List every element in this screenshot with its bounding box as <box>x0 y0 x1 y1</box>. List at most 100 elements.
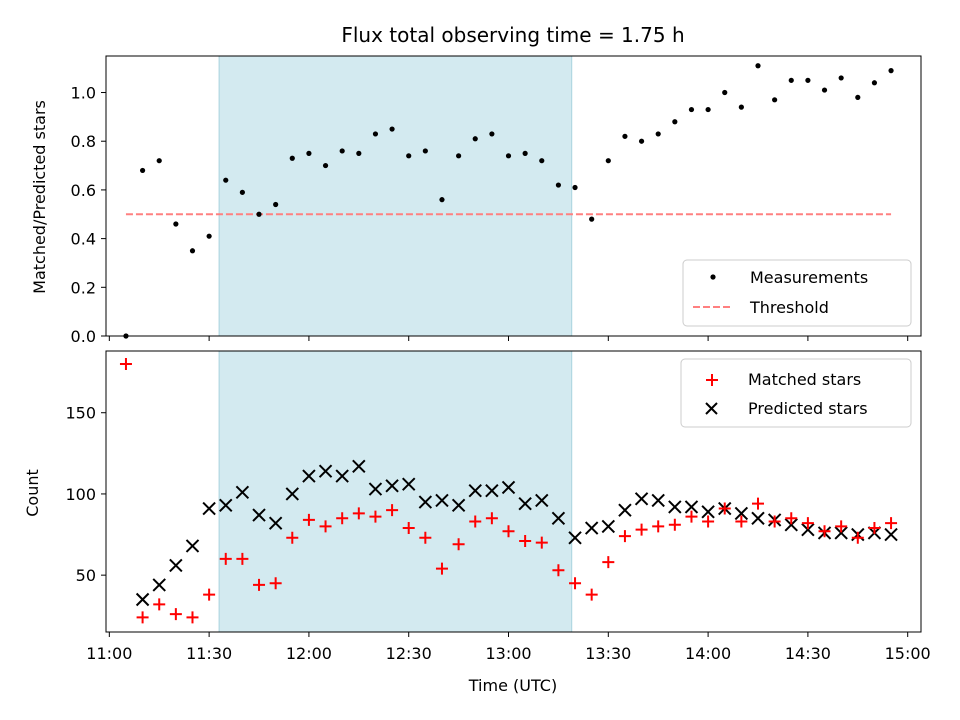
measurement-point-24 <box>522 150 528 156</box>
matched-point-8 <box>253 578 266 591</box>
matched-point-41 <box>801 517 814 530</box>
bottom-legend-box <box>680 358 912 428</box>
top-y-axis-label: Matched/Predicted stars <box>30 100 49 294</box>
bottom-y-tick-label-2: 150 <box>65 404 96 423</box>
top-shaded-interval <box>218 55 573 337</box>
measurement-point-7 <box>239 189 245 195</box>
predicted-point-27 <box>568 531 582 545</box>
predicted-point-43 <box>834 526 848 540</box>
predicted-point-37 <box>734 506 749 521</box>
bottom-marks <box>119 357 898 624</box>
predicted-point-34 <box>684 500 699 514</box>
predicted-point-7 <box>235 485 250 500</box>
top-y-tick-label-3: 0.6 <box>71 181 96 200</box>
predicted-point-16 <box>385 479 399 493</box>
predicted-point-29 <box>601 519 616 534</box>
measurement-point-41 <box>805 77 811 83</box>
measurement-point-13 <box>339 148 345 154</box>
top-y-tick-label-0: 0.0 <box>71 327 96 346</box>
measurement-point-16 <box>389 126 395 132</box>
predicted-point-32 <box>651 493 665 508</box>
measurement-point-27 <box>572 184 578 191</box>
matched-point-3 <box>169 608 182 621</box>
matched-point-26 <box>552 564 565 577</box>
bottom-y-tick-label-1: 100 <box>65 485 96 504</box>
matched-point-18 <box>419 531 432 544</box>
predicted-point-40 <box>784 518 798 532</box>
matched-point-23 <box>502 525 515 538</box>
matched-point-38 <box>752 497 764 510</box>
matched-point-46 <box>885 517 898 530</box>
measurement-point-15 <box>372 131 379 137</box>
matched-point-42 <box>818 525 831 538</box>
measurement-point-3 <box>173 221 179 227</box>
matched-point-39 <box>768 515 781 528</box>
legend-predicted-marker <box>705 402 718 415</box>
predicted-point-28 <box>584 521 599 535</box>
matched-point-40 <box>785 512 798 525</box>
measurement-point-19 <box>439 197 445 203</box>
measurement-point-31 <box>638 138 645 144</box>
measurement-point-6 <box>223 177 229 183</box>
top-y-tick-label-1: 0.2 <box>71 278 96 297</box>
top-axes-frame <box>105 55 922 337</box>
top-marks <box>123 63 894 339</box>
predicted-point-11 <box>302 469 316 483</box>
chart-title: Flux total observing time = 1.75 h <box>341 23 684 47</box>
predicted-point-17 <box>402 477 416 491</box>
matched-point-4 <box>186 611 199 624</box>
matched-point-20 <box>452 538 465 551</box>
measurement-point-36 <box>722 89 728 96</box>
x-tick-label-6: 14:00 <box>685 644 731 663</box>
x-tick-label-5: 13:30 <box>585 644 631 663</box>
measurement-point-14 <box>356 150 362 156</box>
matched-point-30 <box>618 530 631 543</box>
matched-point-24 <box>519 535 532 548</box>
top-panel: 0.0 0.2 0.4 0.6 0.8 1.0 Matched/Predicted sta… <box>30 55 922 346</box>
measurement-point-8 <box>256 211 262 217</box>
matched-point-32 <box>652 520 665 533</box>
matched-point-36 <box>718 502 731 515</box>
predicted-point-12 <box>318 464 333 478</box>
predicted-point-1 <box>135 592 150 607</box>
measurement-point-11 <box>306 150 312 156</box>
matched-point-2 <box>153 598 166 611</box>
measurement-point-43 <box>838 75 844 81</box>
bottom-x-ticks: 11:00 11:30 12:00 12:30 13:00 13:30 14:00 14:30… <box>86 632 931 663</box>
matched-point-5 <box>203 588 216 601</box>
measurement-point-42 <box>821 87 828 93</box>
x-tick-label-8: 15:00 <box>885 644 931 663</box>
predicted-point-8 <box>252 508 266 522</box>
matched-point-29 <box>602 556 615 569</box>
measurement-point-26 <box>555 182 562 188</box>
predicted-point-33 <box>668 500 682 514</box>
matched-point-27 <box>569 577 582 590</box>
matched-point-9 <box>269 577 282 590</box>
predicted-point-35 <box>701 505 715 519</box>
x-tick-label-0: 11:00 <box>86 644 132 663</box>
measurement-point-10 <box>289 155 295 161</box>
measurement-point-2 <box>156 158 162 164</box>
legend-measurements-label: Measurements <box>750 268 868 287</box>
measurement-point-35 <box>705 106 711 113</box>
top-y-tick-label-5: 1.0 <box>71 84 96 103</box>
matched-point-25 <box>535 536 548 549</box>
measurement-point-20 <box>456 153 462 159</box>
matched-point-19 <box>435 562 448 575</box>
predicted-point-14 <box>352 459 366 474</box>
x-axis-label: Time (UTC) <box>468 676 557 695</box>
x-tick-label-7: 14:30 <box>785 644 831 663</box>
matched-point-13 <box>336 512 349 525</box>
measurement-point-29 <box>605 158 611 164</box>
measurement-point-17 <box>406 153 412 159</box>
measurement-point-18 <box>422 148 428 154</box>
legend-predicted-label: Predicted stars <box>748 399 868 418</box>
matched-point-16 <box>386 504 399 517</box>
predicted-point-3 <box>169 558 183 573</box>
matched-point-0 <box>119 357 132 370</box>
predicted-point-41 <box>801 522 815 537</box>
predicted-point-23 <box>501 480 516 495</box>
predicted-point-20 <box>451 498 466 513</box>
